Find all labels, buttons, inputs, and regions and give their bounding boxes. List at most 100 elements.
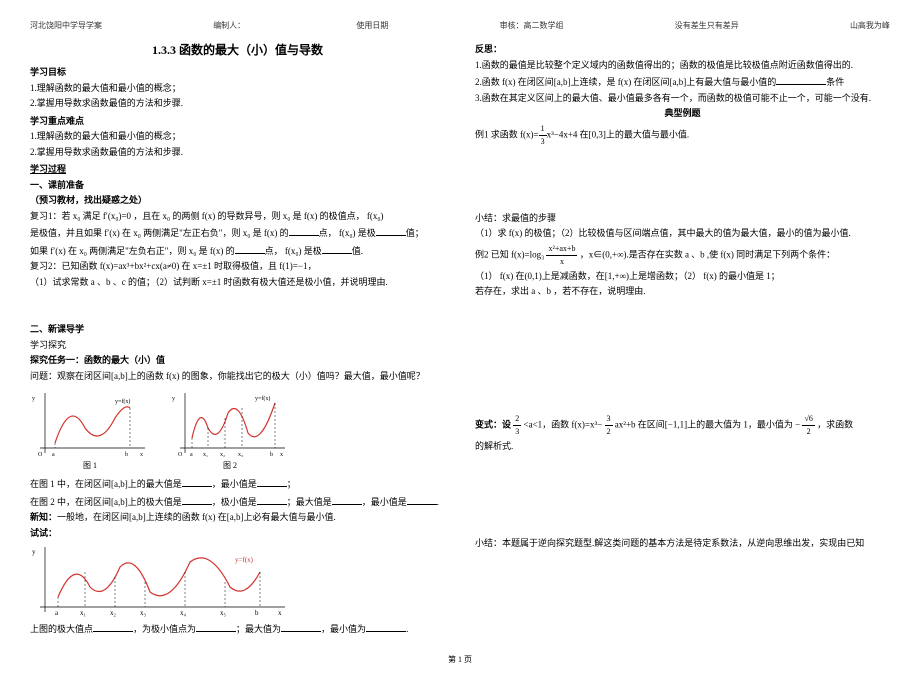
line-c-2: ，为极小值点为 bbox=[133, 624, 196, 634]
reflect-3: 3.函数在其定义区间上的最大值、最小值最多各有一个，而函数的极值可能不止一个，可… bbox=[475, 92, 890, 106]
svg-text:x₂: x₂ bbox=[110, 609, 117, 617]
question-text: 问题：观察在闭区间[a,b]上的函数 f(x) 的图象，你能找出它的极大（小）值… bbox=[30, 370, 445, 384]
line-a-3: ； bbox=[287, 479, 296, 489]
svg-text:a: a bbox=[190, 452, 193, 458]
right-column: 反思： 1.函数的最值是比较整个定义域内的函数值得出的；函数的极值是比较极值点附… bbox=[475, 41, 890, 639]
blank-field bbox=[376, 225, 406, 236]
review1-line-a: 复习1：若 x₀ 满足 f′(x₀)=0 ，且在 x₀ 的两侧 f(x) 的导数… bbox=[30, 210, 445, 224]
line-b-5: . bbox=[437, 497, 439, 507]
svg-text:b: b bbox=[255, 609, 259, 617]
figure-2: y x O a x₁ x₂ x₃ b y=f(x) 图 2 bbox=[170, 388, 290, 471]
line-a: 在图 1 中，在闭区间[a,b]上的最大值是 ，最小值是 ； bbox=[30, 476, 445, 492]
blank-field bbox=[235, 243, 265, 254]
line-b-2: ，极小值是 bbox=[212, 497, 257, 507]
blank-field bbox=[93, 621, 133, 632]
left-column: 1.3.3 函数的最大（小）值与导数 学习目标 1.理解函数的最大值和最小值的概… bbox=[30, 41, 445, 639]
review1-b-text: 是极值，并且如果 f′(x) 在 x₀ 两侧满足"左正右负"，则 x₀ 是 f(… bbox=[30, 228, 289, 238]
example-2-1: （1） f(x) 在(0,1)上是减函数，在[1,+∞)上是增函数；（2） f(… bbox=[475, 270, 890, 284]
svg-text:x₁: x₁ bbox=[203, 452, 208, 458]
sec2-heading: 二、新课导学 bbox=[30, 323, 445, 337]
reflect2-b: 条件 bbox=[826, 77, 844, 87]
header-school: 河北饶阳中学导学案 bbox=[30, 20, 102, 31]
svg-text:y: y bbox=[32, 548, 36, 556]
variant-label: 变式：设 bbox=[475, 419, 511, 429]
header-slogan2: 山高我为峰 bbox=[850, 20, 890, 31]
svg-text:x₂: x₂ bbox=[220, 452, 225, 458]
summary-1: （1）求 f(x) 的极值；（2）比较极值与区间端点值，其中最大的值为最大值，最… bbox=[475, 227, 890, 241]
blank-field bbox=[182, 476, 212, 487]
process-heading: 学习过程 bbox=[30, 163, 445, 177]
svg-text:x: x bbox=[140, 452, 143, 458]
review2-b: （1）试求常数 a 、b 、c 的值；（2）试判断 x=±1 时函数有极大值还是… bbox=[30, 276, 445, 290]
line-c: 上图的极大值点 ，为极小值点为 ；最大值为 ，最小值为. bbox=[30, 621, 445, 637]
svg-text:x: x bbox=[280, 452, 283, 458]
svg-text:x: x bbox=[278, 609, 282, 617]
review1-line-b: 是极值，并且如果 f′(x) 在 x₀ 两侧满足"左正右负"，则 x₀ 是 f(… bbox=[30, 225, 445, 241]
example-2-2: 若存在，求出 a 、b ，若不存在，说明理由. bbox=[475, 285, 890, 299]
review1-b2: 点， f(x₀) 是极 bbox=[319, 228, 376, 238]
goal-2: 2.掌握用导数求函数最值的方法和步骤. bbox=[30, 97, 445, 111]
blank-field bbox=[776, 74, 826, 85]
try-heading: 试试： bbox=[30, 527, 445, 541]
summary-2: 小结：本题属于逆向探究题型.解这类问题的基本方法是待定系数法，从逆向思维出发，实… bbox=[475, 537, 890, 551]
fig1-label: 图 1 bbox=[30, 460, 150, 471]
blank-field bbox=[182, 494, 212, 505]
svg-text:x₃: x₃ bbox=[238, 452, 243, 458]
line-a-1: 在图 1 中，在闭区间[a,b]上的最大值是 bbox=[30, 479, 182, 489]
review1-c-text: 如果 f′(x) 在 x₀ 两侧满足"左负右正"，则 x₀ 是 f(x) 的 bbox=[30, 246, 235, 256]
summary-heading: 小结：求最值的步骤 bbox=[475, 212, 890, 226]
header-usedate: 使用日期 bbox=[356, 20, 388, 31]
line-a-2: ，最小值是 bbox=[212, 479, 257, 489]
blank-field bbox=[257, 494, 287, 505]
review1-b3: 值； bbox=[406, 228, 424, 238]
header-slogan1: 没有差生只有差异 bbox=[675, 20, 739, 31]
sec2-sub: 学习探究 bbox=[30, 339, 445, 353]
header-reviewer: 审核：高二数学组 bbox=[500, 20, 564, 31]
line-c-4: ，最小值为 bbox=[321, 624, 366, 634]
ex2-b: ，x∈(0,+∞).是否存在实数 a 、b ,使 f(x) 同时满足下列两个条件… bbox=[580, 249, 835, 259]
graph-row-1: y x O a b y=f(x) 图 1 y x bbox=[30, 388, 445, 471]
variant-2: <a<1，函数 f(x)=x³− bbox=[524, 419, 603, 429]
doc-title: 1.3.3 函数的最大（小）值与导数 bbox=[30, 41, 445, 58]
typical-heading: 典型例题 bbox=[475, 107, 890, 121]
reflect-1: 1.函数的最值是比较整个定义域内的函数值得出的；函数的极值是比较极值点附近函数值… bbox=[475, 59, 890, 73]
line-c-3: ；最大值为 bbox=[236, 624, 281, 634]
line-c-5: . bbox=[406, 624, 408, 634]
variant: 变式：设 23 <a<1，函数 f(x)=x³− 32 ax²+b 在区间[−1… bbox=[475, 413, 890, 438]
review2-a: 复习2：已知函数 f(x)=ax³+bx²+cx(a≠0) 在 x=±1 时取得… bbox=[30, 260, 445, 274]
variant-5: 的解析式. bbox=[475, 440, 890, 454]
goal-1: 1.理解函数的最大值和最小值的概念； bbox=[30, 82, 445, 96]
sec1-heading: 一、课前准备 bbox=[30, 179, 445, 193]
blank-field bbox=[257, 476, 287, 487]
line-b-1: 在图 2 中，在闭区间[a,b]上的极大值是 bbox=[30, 497, 182, 507]
page-footer: 第 1 页 bbox=[30, 654, 890, 665]
svg-text:a: a bbox=[55, 609, 59, 617]
svg-text:x₃: x₃ bbox=[140, 609, 147, 617]
svg-text:y=f(x): y=f(x) bbox=[255, 395, 270, 402]
svg-text:O: O bbox=[178, 452, 183, 458]
example-1: 例1 求函数 f(x)=13x³−4x+4 在[0,3]上的最大值与最小值. bbox=[475, 123, 890, 148]
line-c-1: 上图的极大值点 bbox=[30, 624, 93, 634]
line-b-4: ，最小值是 bbox=[362, 497, 407, 507]
svg-text:x₅: x₅ bbox=[220, 609, 227, 617]
blank-field bbox=[196, 621, 236, 632]
ex2-a: 例2 已知 f(x)=log₃ bbox=[475, 249, 544, 259]
review1-c3: 值. bbox=[352, 246, 363, 256]
svg-text:x₁: x₁ bbox=[80, 609, 86, 617]
figure-3: y x a x₁ x₂ x₃ x₄ x₅ b y=f(x) bbox=[30, 542, 290, 617]
line-b-3: ；最大值是 bbox=[287, 497, 332, 507]
blank-field bbox=[322, 243, 352, 254]
review1-line-c: 如果 f′(x) 在 x₀ 两侧满足"左负右正"，则 x₀ 是 f(x) 的点，… bbox=[30, 243, 445, 259]
svg-text:O: O bbox=[38, 452, 43, 458]
svg-text:y: y bbox=[172, 396, 175, 402]
blank-field bbox=[289, 225, 319, 236]
goal-heading: 学习目标 bbox=[30, 66, 445, 80]
diff-2: 2.掌握用导数求函数最值的方法和步骤. bbox=[30, 146, 445, 160]
fig2-label: 图 2 bbox=[170, 460, 290, 471]
new-know: 新知：新知：一般地，在闭区间[a,b]上连续的函数 f(x) 在[a,b]上必有… bbox=[30, 511, 445, 525]
svg-text:b: b bbox=[270, 452, 273, 458]
reflect-2: 2.函数 f(x) 在闭区间[a,b]上连续，是 f(x) 在闭区间[a,b]上… bbox=[475, 74, 890, 90]
ex1-b: x³−4x+4 在[0,3]上的最大值与最小值. bbox=[547, 129, 690, 139]
svg-text:b: b bbox=[125, 452, 128, 458]
blank-field bbox=[366, 621, 406, 632]
